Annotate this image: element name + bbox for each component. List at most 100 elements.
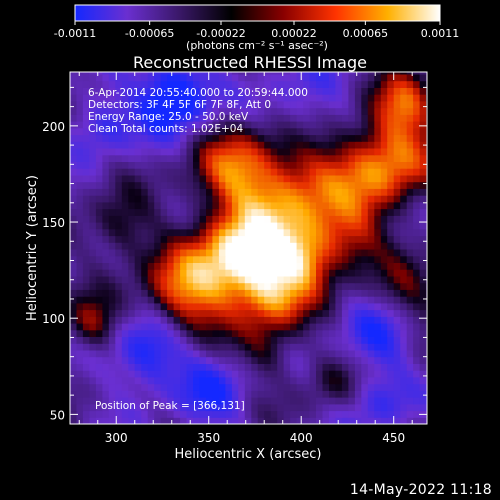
heatmap-cell <box>244 215 252 223</box>
heatmap-cell <box>186 208 194 216</box>
heatmap-cell <box>128 134 136 142</box>
heatmap-cell <box>238 296 246 304</box>
heatmap-cell <box>322 235 330 243</box>
heatmap-cell <box>238 72 246 75</box>
heatmap-cell <box>186 323 194 331</box>
heatmap-cell <box>374 100 382 109</box>
heatmap-cell <box>128 255 136 263</box>
heatmap-cell <box>167 87 175 95</box>
heatmap-cell <box>76 87 84 95</box>
heatmap-cell <box>309 410 317 418</box>
heatmap-cell <box>367 363 375 371</box>
heatmap-cell <box>76 228 84 237</box>
heatmap-cell <box>128 168 136 176</box>
heatmap-cell <box>206 323 214 331</box>
heatmap-cell <box>160 73 168 82</box>
heatmap-cell <box>134 282 142 290</box>
heatmap-cell <box>70 349 78 358</box>
heatmap-cell <box>335 161 343 169</box>
heatmap-cell <box>141 107 149 115</box>
heatmap-cell <box>335 329 343 337</box>
heatmap-cell <box>380 201 388 210</box>
heatmap-cell <box>387 107 395 115</box>
heatmap-cell <box>244 356 252 364</box>
heatmap-cell <box>154 336 162 344</box>
heatmap-cell <box>303 282 311 290</box>
heatmap-cell <box>238 195 246 203</box>
heatmap-cell <box>296 296 304 304</box>
heatmap-cell <box>348 208 356 216</box>
heatmap-cell <box>154 296 162 304</box>
heatmap-cell <box>154 309 162 317</box>
heatmap-cell <box>419 242 427 250</box>
heatmap-cell <box>257 168 265 176</box>
heatmap-cell <box>251 188 259 196</box>
heatmap-cell <box>186 356 194 364</box>
heatmap-cell <box>322 181 330 189</box>
heatmap-cell <box>361 269 369 277</box>
heatmap-cell <box>264 242 272 250</box>
heatmap-cell <box>264 154 272 162</box>
heatmap-cell <box>225 356 233 364</box>
heatmap-cell <box>82 181 90 189</box>
heatmap-cell <box>361 161 369 169</box>
heatmap-cell <box>238 275 246 284</box>
heatmap-cell <box>277 302 285 311</box>
heatmap-cell <box>387 363 395 371</box>
heatmap-cell <box>218 174 226 183</box>
heatmap-cell <box>354 222 362 230</box>
heatmap-cell <box>108 282 116 290</box>
heatmap-cell <box>290 403 298 412</box>
heatmap-cell <box>335 168 343 176</box>
heatmap-cell <box>361 174 369 183</box>
heatmap-cell <box>400 80 408 88</box>
heatmap-cell <box>82 336 90 344</box>
heatmap-cell <box>341 403 349 412</box>
heatmap-cell <box>212 148 220 156</box>
heatmap-cell <box>413 269 421 277</box>
heatmap-cell <box>270 73 278 82</box>
heatmap-cell <box>387 141 395 149</box>
heatmap-cell <box>393 161 401 169</box>
heatmap-cell <box>76 121 84 129</box>
heatmap-cell <box>361 148 369 156</box>
heatmap-cell <box>180 302 188 311</box>
heatmap-cell <box>283 349 291 358</box>
heatmap-cell <box>193 127 201 136</box>
heatmap-cell <box>95 289 103 297</box>
heatmap-cell <box>108 188 116 196</box>
heatmap-cell <box>225 370 233 378</box>
heatmap-cell <box>82 168 90 176</box>
heatmap-cell <box>413 262 421 270</box>
heatmap-cell <box>277 296 285 304</box>
heatmap-cell <box>173 201 181 210</box>
heatmap-cell <box>348 417 356 424</box>
heatmap-cell <box>167 154 175 162</box>
heatmap-cell <box>413 410 421 418</box>
heatmap-cell <box>374 383 382 391</box>
heatmap-cell <box>76 134 84 142</box>
heatmap-cell <box>160 343 168 351</box>
heatmap-cell <box>154 181 162 189</box>
heatmap-cell <box>121 417 129 424</box>
heatmap-cell <box>406 363 414 371</box>
heatmap-cell <box>160 72 168 75</box>
heatmap-cell <box>154 235 162 243</box>
heatmap-cell <box>406 168 414 176</box>
heatmap-cell <box>147 148 155 156</box>
heatmap-cell <box>134 376 142 385</box>
heatmap-cell <box>329 296 337 304</box>
heatmap-cell <box>160 134 168 142</box>
heatmap-cell <box>329 309 337 317</box>
heatmap-cell <box>225 114 233 122</box>
heatmap-cell <box>374 80 382 88</box>
heatmap-cell <box>160 296 168 304</box>
heatmap-cell <box>367 168 375 176</box>
heatmap-cell <box>354 228 362 237</box>
heatmap-cell <box>218 376 226 385</box>
heatmap-cell <box>115 282 123 290</box>
heatmap-cell <box>374 390 382 398</box>
heatmap-cell <box>95 134 103 142</box>
heatmap-cell <box>141 181 149 189</box>
heatmap-cell <box>70 87 78 95</box>
